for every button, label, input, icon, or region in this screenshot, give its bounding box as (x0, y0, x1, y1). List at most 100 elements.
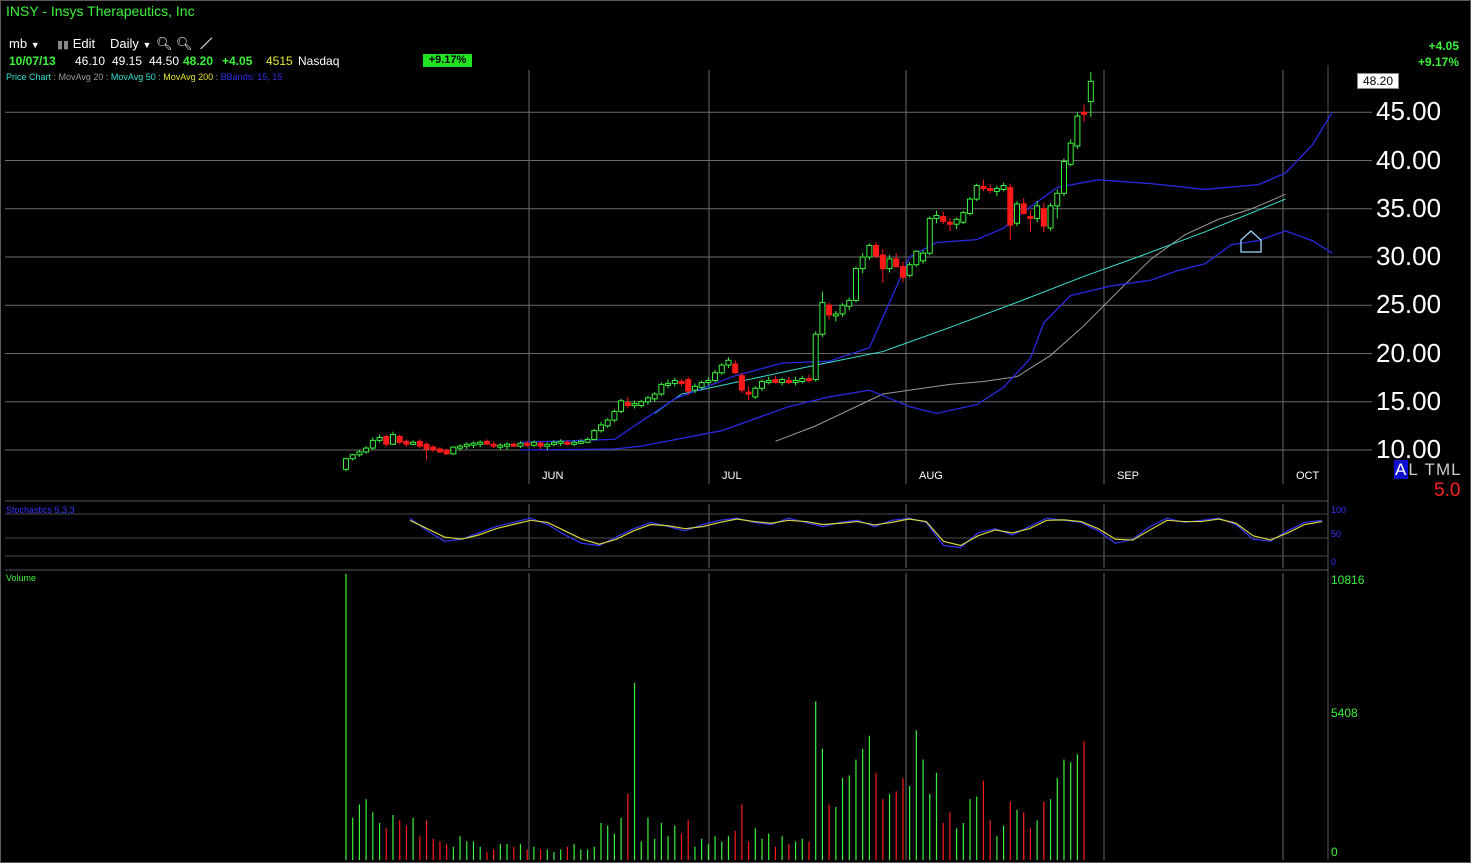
candle-body-up (369, 439, 376, 449)
price-tick-label: 45.00 (1376, 96, 1442, 127)
candle-body-up (953, 218, 960, 225)
candle-body-up (1067, 142, 1074, 165)
volume-tick-label: 0 (1331, 845, 1338, 859)
candle-body-down (443, 449, 450, 455)
candle-body-down (416, 440, 423, 447)
candle-body-up (752, 387, 759, 398)
candle-body-up (1014, 203, 1020, 224)
bollinger-upper-line (520, 111, 1333, 443)
candle-body-up (698, 381, 705, 388)
period-dropdown[interactable]: Daily ▼ (110, 36, 151, 51)
candle-body-up (577, 440, 584, 444)
candle-body-down (524, 442, 531, 446)
price-tick-label: 15.00 (1376, 385, 1442, 416)
candle-body-up (832, 313, 839, 317)
candle-body-down (490, 443, 497, 447)
candle-body-down (436, 448, 443, 453)
zoom-in-icon[interactable]: 🔍︎ (156, 36, 173, 51)
month-label: JUL (722, 470, 742, 482)
quote-low: 44.50 (149, 54, 180, 68)
period-label: Daily (110, 36, 139, 51)
candle-body-up (631, 403, 638, 407)
candle-body-up (799, 378, 806, 382)
candle-body-up (1034, 205, 1041, 219)
candle-body-up (651, 393, 658, 400)
edit-button[interactable]: ▮▮ Edit (57, 36, 95, 51)
symbol-tag-t: T (1424, 460, 1436, 479)
candle-body-up (839, 304, 846, 315)
candle-body-down (873, 244, 880, 257)
candle-body-up (1047, 205, 1054, 229)
candle-body-down (732, 363, 739, 374)
candle-body-up (571, 441, 578, 445)
candle-body-down (879, 254, 886, 270)
candle-body-up (1087, 80, 1094, 103)
study-legend-item: : (213, 72, 221, 82)
candle-body-up (517, 442, 524, 447)
chevron-down-icon: ▼ (142, 40, 152, 50)
candle-body-down (1081, 111, 1088, 115)
candle-body-down (430, 446, 437, 451)
price-tick-label: 35.00 (1376, 192, 1442, 223)
zoom-out-icon[interactable]: 🔍︎ (176, 36, 193, 51)
volume-tick-label: 10816 (1331, 573, 1365, 587)
candle-body-up (691, 385, 698, 391)
candle-body-up (725, 359, 732, 366)
candle-body-up (913, 250, 920, 266)
study-legend-item: Price Chart (6, 72, 52, 82)
candle-body-up (1074, 115, 1081, 147)
account-label: mb (9, 36, 28, 51)
study-legend-item: MovAvg 200 (163, 72, 214, 82)
candle-body-down (383, 435, 390, 445)
candle-body-up (846, 299, 853, 307)
candle-body-up (967, 198, 974, 215)
candle-body-up (551, 441, 558, 445)
candle-body-up (1060, 160, 1067, 194)
candle-body-up (906, 264, 913, 276)
candle-body-down (899, 266, 906, 278)
candle-body-down (1040, 208, 1047, 227)
big-value: 5.0 (1434, 480, 1461, 501)
candle-body-down (403, 440, 410, 445)
volume-tick-label: 5408 (1331, 706, 1358, 720)
candle-body-up (644, 397, 651, 403)
candle-body-up (597, 424, 604, 432)
candle-body-down (745, 391, 752, 395)
candle-body-up (1054, 192, 1061, 207)
candle-body-up (591, 430, 598, 440)
candle-body-up (638, 401, 645, 407)
candle-body-up (712, 372, 719, 382)
candle-body-up (665, 382, 672, 386)
stochastics-line (409, 518, 1323, 547)
quote-open: 46.10 (75, 54, 106, 68)
candle-body-up (363, 447, 370, 453)
ma20-line (775, 193, 1286, 442)
candle-body-up (1000, 185, 1007, 190)
candle-body-up (343, 458, 349, 470)
candle-body-down (1020, 203, 1027, 215)
candle-body-up (866, 244, 873, 258)
stochastics-label: Stochastics 5,3,3 (6, 505, 75, 515)
candle-body-up (504, 443, 511, 447)
candle-body-down (1027, 215, 1034, 219)
candle-body-down (396, 435, 403, 443)
account-dropdown[interactable]: mb ▼ (9, 36, 40, 51)
candle-body-up (705, 380, 712, 384)
stochastics-tick-label: 100 (1331, 505, 1347, 515)
price-tick-label: 10.00 (1376, 434, 1442, 464)
studies-legend: Price Chart : MovAvg 20 : MovAvg 50 : Mo… (6, 72, 282, 82)
candle-body-up (376, 436, 383, 441)
candle-body-down (685, 379, 692, 392)
study-legend-item: MovAvg 20 (58, 72, 104, 82)
candle-body-down (1007, 187, 1014, 226)
candle-body-up (530, 441, 537, 446)
candle-body-down (805, 378, 812, 382)
candle-body-up (779, 379, 786, 383)
study-legend-item: : (51, 72, 59, 82)
candle-body-up (389, 434, 396, 445)
candle-body-up (933, 215, 940, 219)
candle-body-down (537, 442, 544, 447)
right-pct-change: +9.17% (1417, 55, 1459, 69)
month-label: OCT (1296, 470, 1320, 482)
candle-body-up (618, 400, 625, 412)
